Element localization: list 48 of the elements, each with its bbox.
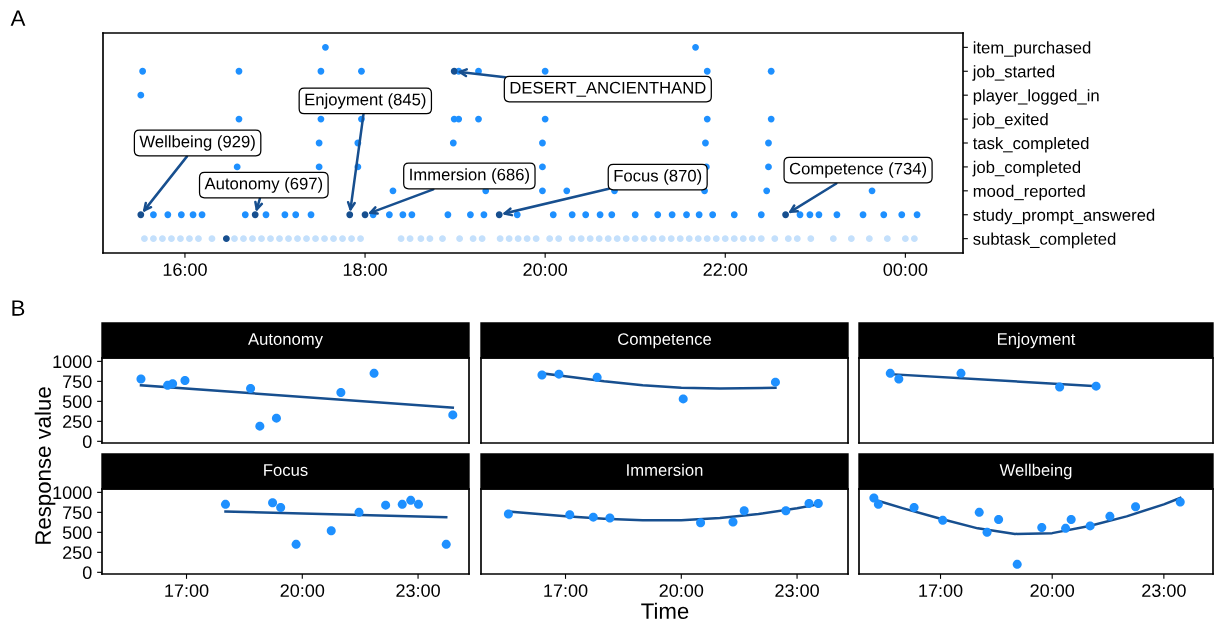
chart-title: Wellbeing <box>999 463 1072 480</box>
x-tick-label: 17:00 <box>919 584 963 597</box>
annotation: Competence (734) <box>789 162 927 178</box>
annotation: Enjoyment (845) <box>305 93 426 109</box>
y-tick-label: mood_reported <box>973 184 1085 201</box>
text: A <box>10 10 26 26</box>
x-tick-label: 23:00 <box>396 584 440 597</box>
annotation: Immersion (686) <box>410 168 529 184</box>
x-tick-label: 23:00 <box>1142 584 1186 597</box>
y-tick-label: 250 <box>63 415 92 429</box>
y-tick-label: job_started <box>972 65 1055 81</box>
annotation: Focus (870) <box>614 169 702 185</box>
x-tick-label: 23:00 <box>775 584 819 597</box>
y-tick-label: task_completed <box>972 136 1089 153</box>
x-tick-label: 17:00 <box>165 584 209 597</box>
y-tick-label: 500 <box>62 395 92 409</box>
y-tick-label: 750 <box>63 375 92 389</box>
y-tick-label: 250 <box>63 546 92 560</box>
y-tick-label: job_completed <box>972 160 1081 177</box>
y-tick-label: 1000 <box>53 355 92 369</box>
y-tick-label: 750 <box>63 506 92 520</box>
chart-title: Enjoyment <box>998 332 1076 349</box>
chart-title: Autonomy <box>248 333 323 349</box>
x-tick-label: 18:00 <box>343 263 387 276</box>
y-tick-label: 500 <box>62 526 92 540</box>
x-tick-label: 20:00 <box>280 584 325 597</box>
text: B <box>12 300 25 316</box>
chart-title: Immersion <box>627 463 703 476</box>
x-tick-label: 20:00 <box>659 584 704 597</box>
chart-title: Focus <box>264 464 308 476</box>
y-tick-label: subtask_completed <box>973 232 1116 249</box>
x-tick-label: 20:00 <box>523 263 568 276</box>
annotation: Wellbeing (929) <box>139 135 255 151</box>
x-tick-label: 17:00 <box>544 584 588 597</box>
y-tick-label: item_purchased <box>973 41 1091 57</box>
chart-title: Competence <box>618 333 712 349</box>
x-axis-title: Time <box>641 602 689 619</box>
y-tick-label: study_prompt_answered <box>973 208 1155 225</box>
y-tick-label: player_logged_in <box>973 89 1099 105</box>
x-tick-label: 20:00 <box>1030 584 1075 597</box>
y-tick-label: 0 <box>82 566 92 580</box>
x-tick-label: 16:00 <box>163 263 207 276</box>
y-tick-label: 0 <box>82 435 92 449</box>
x-tick-label: 00:00 <box>883 263 928 276</box>
annotation: Autonomy (697) <box>204 177 323 193</box>
y-tick-label: job_exited <box>972 113 1048 129</box>
x-tick-label: 22:00 <box>703 263 748 276</box>
annotation: DESERT_ANCIENTHAND <box>510 81 706 97</box>
